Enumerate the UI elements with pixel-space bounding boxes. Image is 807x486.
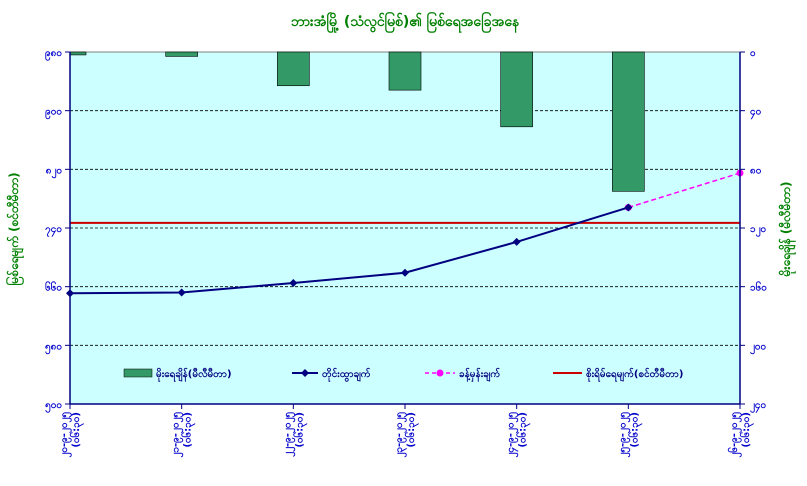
x-tick-label-time: (၀၆:၃၀) — [181, 412, 197, 448]
rain-bar — [500, 51, 533, 128]
legend-item-measured: တိုင်းထွာချက် — [292, 367, 371, 383]
legend-label-warning: စိုးရိမ်ရေမျက်(စင်တီမီတာ) — [586, 367, 683, 383]
y-right-tick-label: ၂၄၀ — [750, 400, 766, 414]
x-tick-label-time: (၀၆:၃၀) — [69, 412, 85, 448]
x-tick-label-date: ၂၂-၉-၂၀၂၅ — [282, 412, 296, 457]
y-left-tick-label: ၉၀၀ — [45, 107, 62, 121]
legend-swatch-rain — [123, 368, 153, 378]
measured-line — [69, 206, 629, 295]
x-tick-label: ၂၁-၉-၂၀၂၅ (၀၆:၃၀) — [171, 412, 197, 458]
x-tick-label: ၂၅-၉-၂၀၂၅ (၀၆:၃၀) — [617, 412, 643, 458]
measured-point — [177, 288, 186, 297]
x-tick-label-date: ၂၀-၉-၂၀၂၅ — [59, 412, 73, 458]
rain-bar — [612, 51, 645, 192]
y-right-tick-label: ၈၀ — [750, 165, 761, 176]
y-right-tick-label: ၂၀၀ — [750, 341, 766, 355]
y-left-tick-label: ၉၈၀ — [45, 48, 62, 62]
legend-item-rain: မိုးရေချိန်(မီလီမီတာ) — [123, 367, 232, 383]
rain-bar — [277, 51, 310, 87]
y-right-tick-label: ၁၂၀ — [750, 224, 766, 238]
chart-title: ဘားအံမြို့ (သံလွင်မြစ်)၏ မြစ်ရေအခြေအနေ — [291, 12, 520, 33]
x-tick-label: ၂၂-၉-၂၀၂၅ (၀၆:၃၀) — [282, 412, 308, 457]
legend-label-forecast: ခန့်မှန်းချက် — [459, 367, 500, 383]
x-tick-label-time: (၀၆:၃၀) — [404, 412, 420, 448]
x-tick-label: ၂၃-၉-၂၀၂၅ (၀၆:၃၀) — [394, 412, 420, 458]
x-tick-label-time: (၀၆:၃၀) — [627, 412, 643, 448]
y-right-tick-label: ၀ — [750, 48, 756, 59]
y-right-tick-label: ၄၀ — [750, 107, 761, 121]
y-right-tick-label: ၁၆၀ — [750, 281, 767, 294]
x-tick-label-date: ၂၄-၉-၂၀၂၅ — [506, 412, 520, 458]
rain-bar — [69, 51, 87, 56]
gridlines — [70, 110, 740, 346]
y-left-tick-label: ၆၆၀ — [45, 281, 62, 294]
forecast-line — [628, 172, 741, 209]
x-tick-label-date: ၂၁-၉-၂၀၂၅ — [171, 412, 185, 458]
legend-label-rain: မိုးရေချိန်(မီလီမီတာ) — [156, 367, 232, 383]
y-axis-left-label: မြစ်ရေမျက် (စင်တီမီတာ) — [4, 172, 25, 285]
y-left-tick-label: ၈၂၀ — [46, 165, 62, 179]
x-tick-label-date: ၂၆-၉-၂၀၂၅ — [727, 412, 743, 458]
rain-bars — [69, 51, 645, 192]
y-left-tick-label: ၅၈၀ — [45, 341, 62, 355]
x-tick-label-time: (၀၆:၃၀) — [739, 412, 755, 448]
x-tick-label: ၂၀-၉-၂၀၂၅ (၀၆:၃၀) — [59, 412, 85, 458]
y-axis-right-label: မိုးရေချိန် (မီလီမီတာ) — [777, 182, 797, 278]
legend: မိုးရေချိန်(မီလီမီတာ) တိုင်းထွာချက် ခန့်… — [123, 367, 683, 383]
x-tick-label-date: ၂၅-၉-၂၀၂၅ — [617, 412, 631, 458]
rain-bar — [165, 51, 198, 57]
measured-point — [401, 268, 409, 277]
y-left-tick-label: ၇၄၀ — [44, 224, 62, 238]
x-tick-label-time: (၀၆:၃၀) — [292, 412, 308, 448]
measured-point — [512, 237, 521, 246]
x-tick-label-date: ၂၃-၉-၂၀၂၅ — [394, 412, 408, 458]
x-tick-label: ၂၆-၉-၂၀၂၅ (၀၆:၃၀) — [727, 412, 755, 458]
rain-bar — [388, 51, 422, 91]
x-tick-label-time: (၀၆:၃၀) — [516, 412, 532, 448]
legend-label-measured: တိုင်းထွာချက် — [322, 367, 371, 383]
legend-item-forecast: ခန့်မှန်းချက် — [425, 367, 500, 383]
legend-marker-forecast — [436, 369, 444, 377]
measured-point — [289, 279, 298, 287]
y-left-tick-label: ၅၀၀ — [45, 400, 62, 414]
legend-item-warning: စိုးရိမ်ရေမျက်(စင်တီမီတာ) — [553, 367, 683, 383]
x-tick-label: ၂၄-၉-၂၀၂၅ (၀၆:၃၀) — [506, 412, 532, 458]
measured-point — [624, 203, 633, 212]
legend-marker-measured — [301, 369, 309, 377]
